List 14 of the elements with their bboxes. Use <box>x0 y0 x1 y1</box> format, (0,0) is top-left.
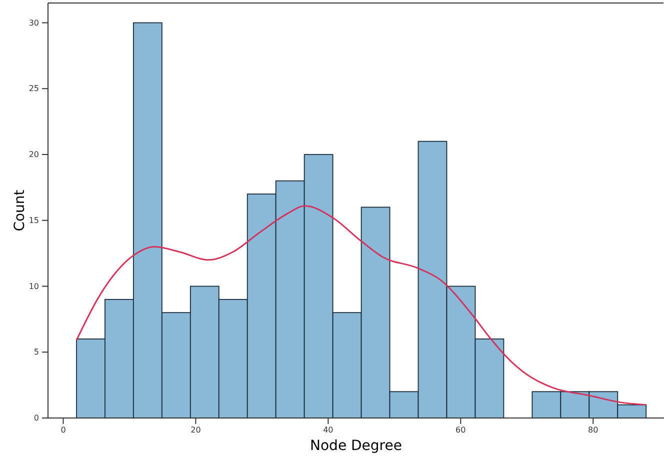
y-tick-label: 15 <box>28 216 39 225</box>
x-axis-title: Node Degree <box>310 438 402 454</box>
y-axis-title: Count <box>12 189 28 232</box>
y-tick-label: 20 <box>28 150 39 160</box>
y-tick-label: 25 <box>28 84 39 94</box>
y-tick-label: 0 <box>34 414 39 423</box>
x-tick-label: 40 <box>323 426 334 435</box>
x-tick-label: 80 <box>588 426 598 435</box>
y-tick-label: 5 <box>34 348 39 357</box>
y-tick-label: 10 <box>28 282 39 291</box>
y-tick-label: 30 <box>28 18 39 28</box>
x-tick-label: 20 <box>190 426 201 435</box>
x-tick-label: 0 <box>60 426 66 435</box>
x-tick-label: 60 <box>456 426 466 435</box>
